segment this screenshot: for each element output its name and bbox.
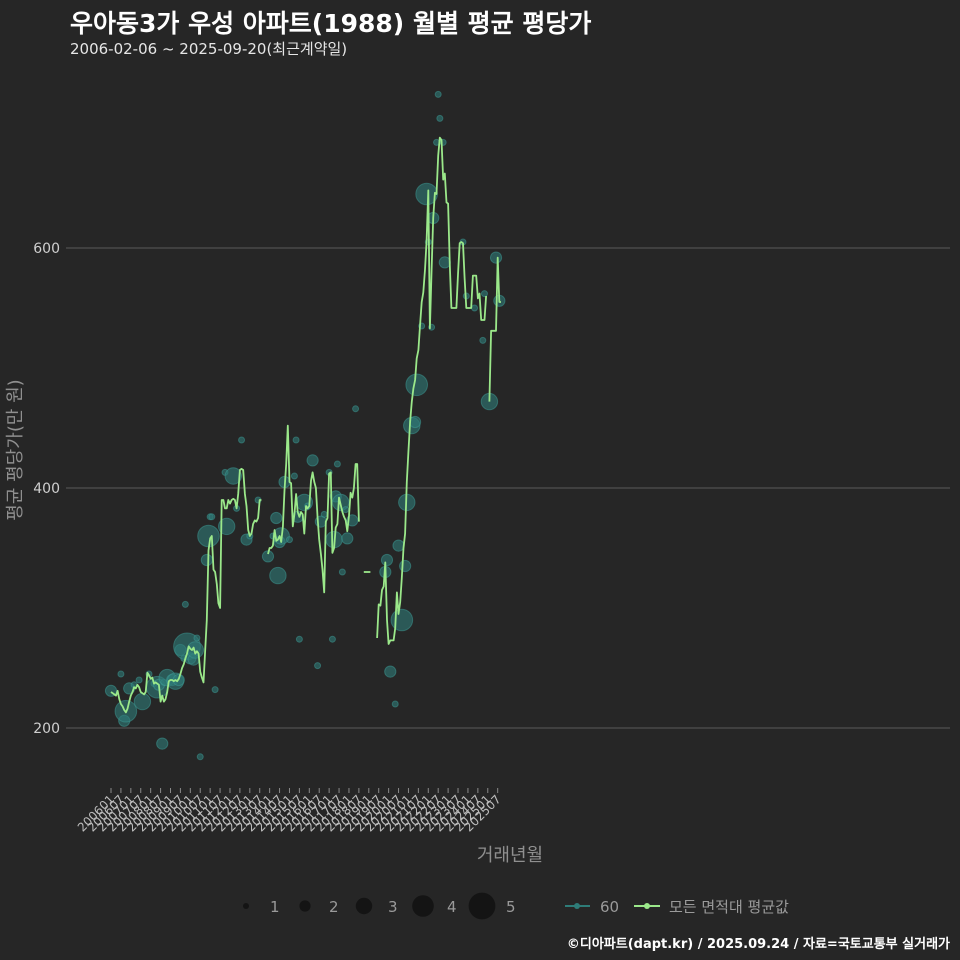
bubble-point [399, 559, 412, 573]
legend-size-bubble [299, 900, 311, 912]
bubble-point [415, 182, 438, 206]
bubble-point [208, 513, 216, 521]
bubble-point [380, 553, 394, 567]
bubble-point [238, 436, 246, 444]
bubble-point [471, 304, 479, 312]
bubble-point [285, 536, 293, 544]
average-line-series [110, 136, 501, 714]
bubble-point [200, 553, 213, 567]
bubble-point [392, 539, 405, 552]
legend-size-label: 4 [447, 898, 457, 916]
legend-series-label-avg: 모든 면적대 평균값 [669, 898, 789, 916]
legend-size-bubble [355, 897, 373, 915]
bubble-point [290, 472, 298, 480]
bubble-point [217, 517, 236, 536]
bubble-point [405, 373, 429, 397]
bubble-point [328, 635, 336, 643]
legend-size-label: 2 [329, 898, 339, 916]
y-tick-label: 200 [33, 721, 60, 737]
bubble-point [224, 467, 242, 485]
legend-size-bubble [412, 895, 434, 917]
bubble-point [391, 700, 399, 708]
chart-title: 우아동3가 우성 아파트(1988) 월별 평균 평당가 [70, 9, 592, 38]
y-tick-label: 400 [33, 481, 60, 497]
bubble-point [270, 511, 283, 525]
source-caption: ©디아파트(dapt.kr) / 2025.09.24 / 자료=국토교통부 실… [566, 937, 950, 952]
bubble-point [479, 336, 487, 344]
bubble-point [193, 634, 201, 642]
bubble-point [269, 566, 287, 585]
bubble-point [135, 676, 143, 684]
bubble-point [306, 454, 319, 467]
x-tick-labels: 2006012006072007012007072008012008072009… [75, 788, 504, 835]
legend-key-dot-60 [574, 903, 580, 909]
legend-key-dot-avg [644, 903, 650, 909]
bubble-point [295, 635, 303, 643]
x-axis-title: 거래년월 [477, 845, 543, 866]
y-axis-title: 평균 평당가(만 원) [5, 379, 26, 520]
average-line-segment [110, 467, 262, 714]
legend-size-bubble [468, 892, 496, 920]
average-line-segment [488, 256, 501, 402]
legend-size-bubble [243, 903, 249, 909]
bubble-point [314, 662, 322, 670]
chart-subtitle: 2006-02-06 ~ 2025-09-20(최근계약일) [70, 40, 348, 58]
bubble-point [117, 670, 125, 678]
bubble-point [480, 290, 488, 298]
bubble-point [434, 90, 442, 98]
average-line-segment [376, 136, 487, 645]
bubble-point [133, 692, 152, 711]
bubble-point [211, 686, 219, 694]
bubble-point [333, 460, 341, 468]
average-line-segment [267, 424, 360, 594]
bubble-point [342, 506, 350, 514]
legend: 1 2 3 4 5 60 모든 면적대 평균값 [243, 892, 789, 920]
bubble-point [338, 568, 346, 576]
bubble-point [181, 600, 189, 608]
bubble-point [196, 753, 204, 761]
legend-size-label: 1 [270, 898, 280, 916]
bubble-point [341, 532, 354, 545]
y-tick-label: 600 [33, 241, 60, 257]
bubble-point [436, 114, 444, 122]
legend-size-label: 5 [506, 898, 516, 916]
y-tick-labels: 200 400 600 [33, 241, 60, 737]
bubble-point [186, 641, 204, 659]
legend-series-label-60: 60 [600, 898, 619, 916]
bubble-point [384, 665, 397, 678]
bubble-point [390, 608, 414, 632]
bubble-point [489, 251, 503, 264]
bubble-point [292, 436, 300, 444]
legend-size-label: 3 [388, 898, 398, 916]
bubble-point [156, 737, 169, 750]
bubble-point [352, 405, 360, 413]
grid-lines [66, 247, 950, 729]
bubble-point [197, 524, 220, 548]
bubble-point [320, 510, 328, 518]
